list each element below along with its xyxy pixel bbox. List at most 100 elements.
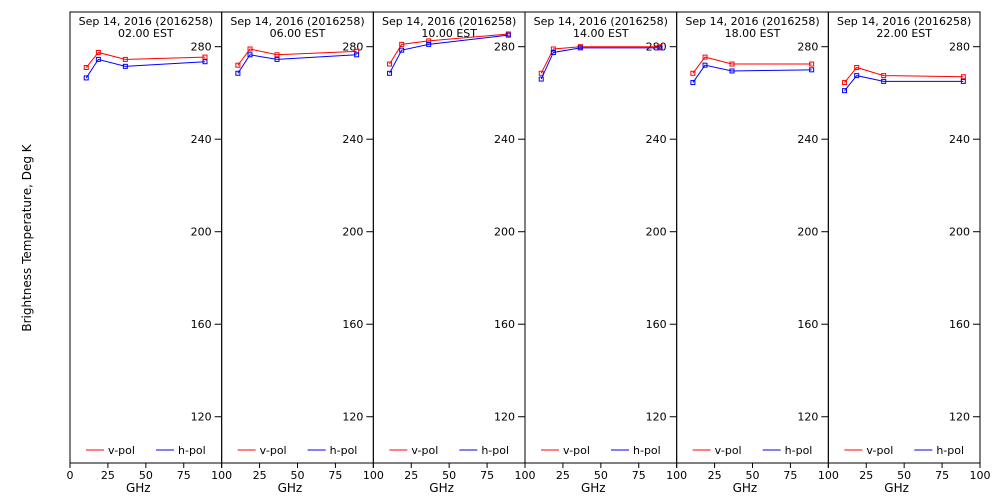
x-tick-label: 100 <box>666 469 687 482</box>
data-point-h-pol <box>354 52 360 58</box>
data-point-h-pol <box>426 41 432 47</box>
data-point-h-pol <box>690 80 696 86</box>
data-point-v-pol <box>354 48 360 54</box>
panel-time-label: 02.00 EST <box>118 27 174 40</box>
x-tick-label: 100 <box>211 469 232 482</box>
panel-title: Sep 14, 2016 (2016258) <box>837 15 971 28</box>
panel-time-label: 18.00 EST <box>725 27 781 40</box>
data-point-h-pol <box>550 49 556 55</box>
x-tick-label: 100 <box>363 469 384 482</box>
y-tick-label: 120 <box>342 411 363 424</box>
series-line-v-pol <box>389 33 509 65</box>
x-tick-label: 100 <box>970 469 991 482</box>
panel-title: Sep 14, 2016 (2016258) <box>534 15 668 28</box>
legend-label-h-pol: h-pol <box>785 444 813 457</box>
x-tick-label: 50 <box>897 469 911 482</box>
x-tick-label: 50 <box>291 469 305 482</box>
y-axis-label: Brightness Temperature, Deg K <box>20 143 34 331</box>
series-line-v-pol <box>540 46 660 74</box>
legend-label-h-pol: h-pol <box>633 444 661 457</box>
y-tick-label: 240 <box>949 133 970 146</box>
chart-panel-2: Sep 14, 2016 (2016258)06.00 EST 120 160 200… <box>221 11 384 495</box>
chart-panel-1: Sep 14, 2016 (2016258)02.00 EST 120 160 200… <box>67 11 232 495</box>
data-point-v-pol <box>690 70 696 76</box>
chart-panel-3: Sep 14, 2016 (2016258)10.00 EST 120 160 200… <box>372 11 536 495</box>
data-point-v-pol <box>387 61 393 67</box>
x-tick-label: 25 <box>404 469 418 482</box>
x-axis-label: GHz <box>278 481 303 495</box>
data-point-v-pol <box>274 52 280 58</box>
y-tick-label: 120 <box>797 411 818 424</box>
panel-title: Sep 14, 2016 (2016258) <box>382 15 516 28</box>
data-point-h-pol <box>83 75 89 81</box>
data-point-v-pol <box>842 80 848 86</box>
series-line-h-pol <box>844 75 964 91</box>
panel-time-label: 22.00 EST <box>876 27 932 40</box>
x-tick-label: 75 <box>328 469 342 482</box>
x-axis-label: GHz <box>126 481 151 495</box>
x-tick-label: 75 <box>177 469 191 482</box>
data-point-v-pol <box>809 61 815 67</box>
series-line-h-pol <box>85 58 206 79</box>
data-point-v-pol <box>247 46 253 52</box>
y-tick-label: 240 <box>797 133 818 146</box>
y-tick-label: 280 <box>342 41 363 54</box>
data-point-v-pol <box>538 70 544 76</box>
y-tick-label: 160 <box>646 318 667 331</box>
data-point-v-pol <box>854 65 860 71</box>
data-point-v-pol <box>122 56 128 62</box>
y-tick-label: 120 <box>191 411 212 424</box>
y-tick-label: 200 <box>342 226 363 239</box>
series-line-v-pol <box>692 56 812 74</box>
data-point-v-pol <box>881 73 887 79</box>
data-point-h-pol <box>122 63 128 69</box>
data-point-h-pol <box>657 45 663 51</box>
series-line-h-pol <box>692 64 812 83</box>
x-tick-label: 50 <box>746 469 760 482</box>
x-tick-label: 0 <box>67 469 74 482</box>
series-line-v-pol <box>237 48 357 66</box>
data-point-h-pol <box>842 88 848 94</box>
y-tick-label: 240 <box>191 133 212 146</box>
y-tick-label: 160 <box>494 318 515 331</box>
y-tick-label: 240 <box>494 133 515 146</box>
data-point-h-pol <box>538 76 544 82</box>
panel-title: Sep 14, 2016 (2016258) <box>79 15 213 28</box>
legend-label-v-pol: v-pol <box>411 444 438 457</box>
x-tick-label: 50 <box>594 469 608 482</box>
x-tick-label: 75 <box>632 469 646 482</box>
legend-label-v-pol: v-pol <box>108 444 135 457</box>
x-tick-label: 25 <box>556 469 570 482</box>
x-axis-label: GHz <box>429 481 454 495</box>
legend-label-v-pol: v-pol <box>563 444 590 457</box>
legend-label-v-pol: v-pol <box>715 444 742 457</box>
y-tick-label: 200 <box>646 226 667 239</box>
data-point-h-pol <box>854 73 860 79</box>
data-point-h-pol <box>577 45 583 51</box>
data-point-h-pol <box>505 32 511 38</box>
data-point-v-pol <box>729 61 735 67</box>
panel-title: Sep 14, 2016 (2016258) <box>685 15 819 28</box>
legend-label-v-pol: v-pol <box>866 444 893 457</box>
chart-panel-6: Sep 14, 2016 (2016258)22.00 EST 120 160 200… <box>827 11 991 495</box>
legend-label-v-pol: v-pol <box>260 444 287 457</box>
y-tick-label: 160 <box>949 318 970 331</box>
data-point-v-pol <box>202 54 208 60</box>
data-point-h-pol <box>387 70 393 76</box>
data-point-h-pol <box>960 78 966 84</box>
data-point-h-pol <box>274 56 280 62</box>
data-point-v-pol <box>399 41 405 47</box>
data-point-h-pol <box>809 67 815 73</box>
y-tick-label: 280 <box>949 41 970 54</box>
y-tick-label: 240 <box>342 133 363 146</box>
data-point-h-pol <box>95 56 101 62</box>
series-line-h-pol <box>389 34 509 74</box>
chart-panel-5: Sep 14, 2016 (2016258)18.00 EST 120 160 200… <box>676 11 839 495</box>
panel-time-label: 06.00 EST <box>270 27 326 40</box>
x-tick-label: 75 <box>480 469 494 482</box>
data-point-v-pol <box>960 74 966 80</box>
x-axis-label: GHz <box>581 481 606 495</box>
legend-label-h-pol: h-pol <box>330 444 358 457</box>
data-point-h-pol <box>881 78 887 84</box>
data-point-v-pol <box>702 54 708 60</box>
